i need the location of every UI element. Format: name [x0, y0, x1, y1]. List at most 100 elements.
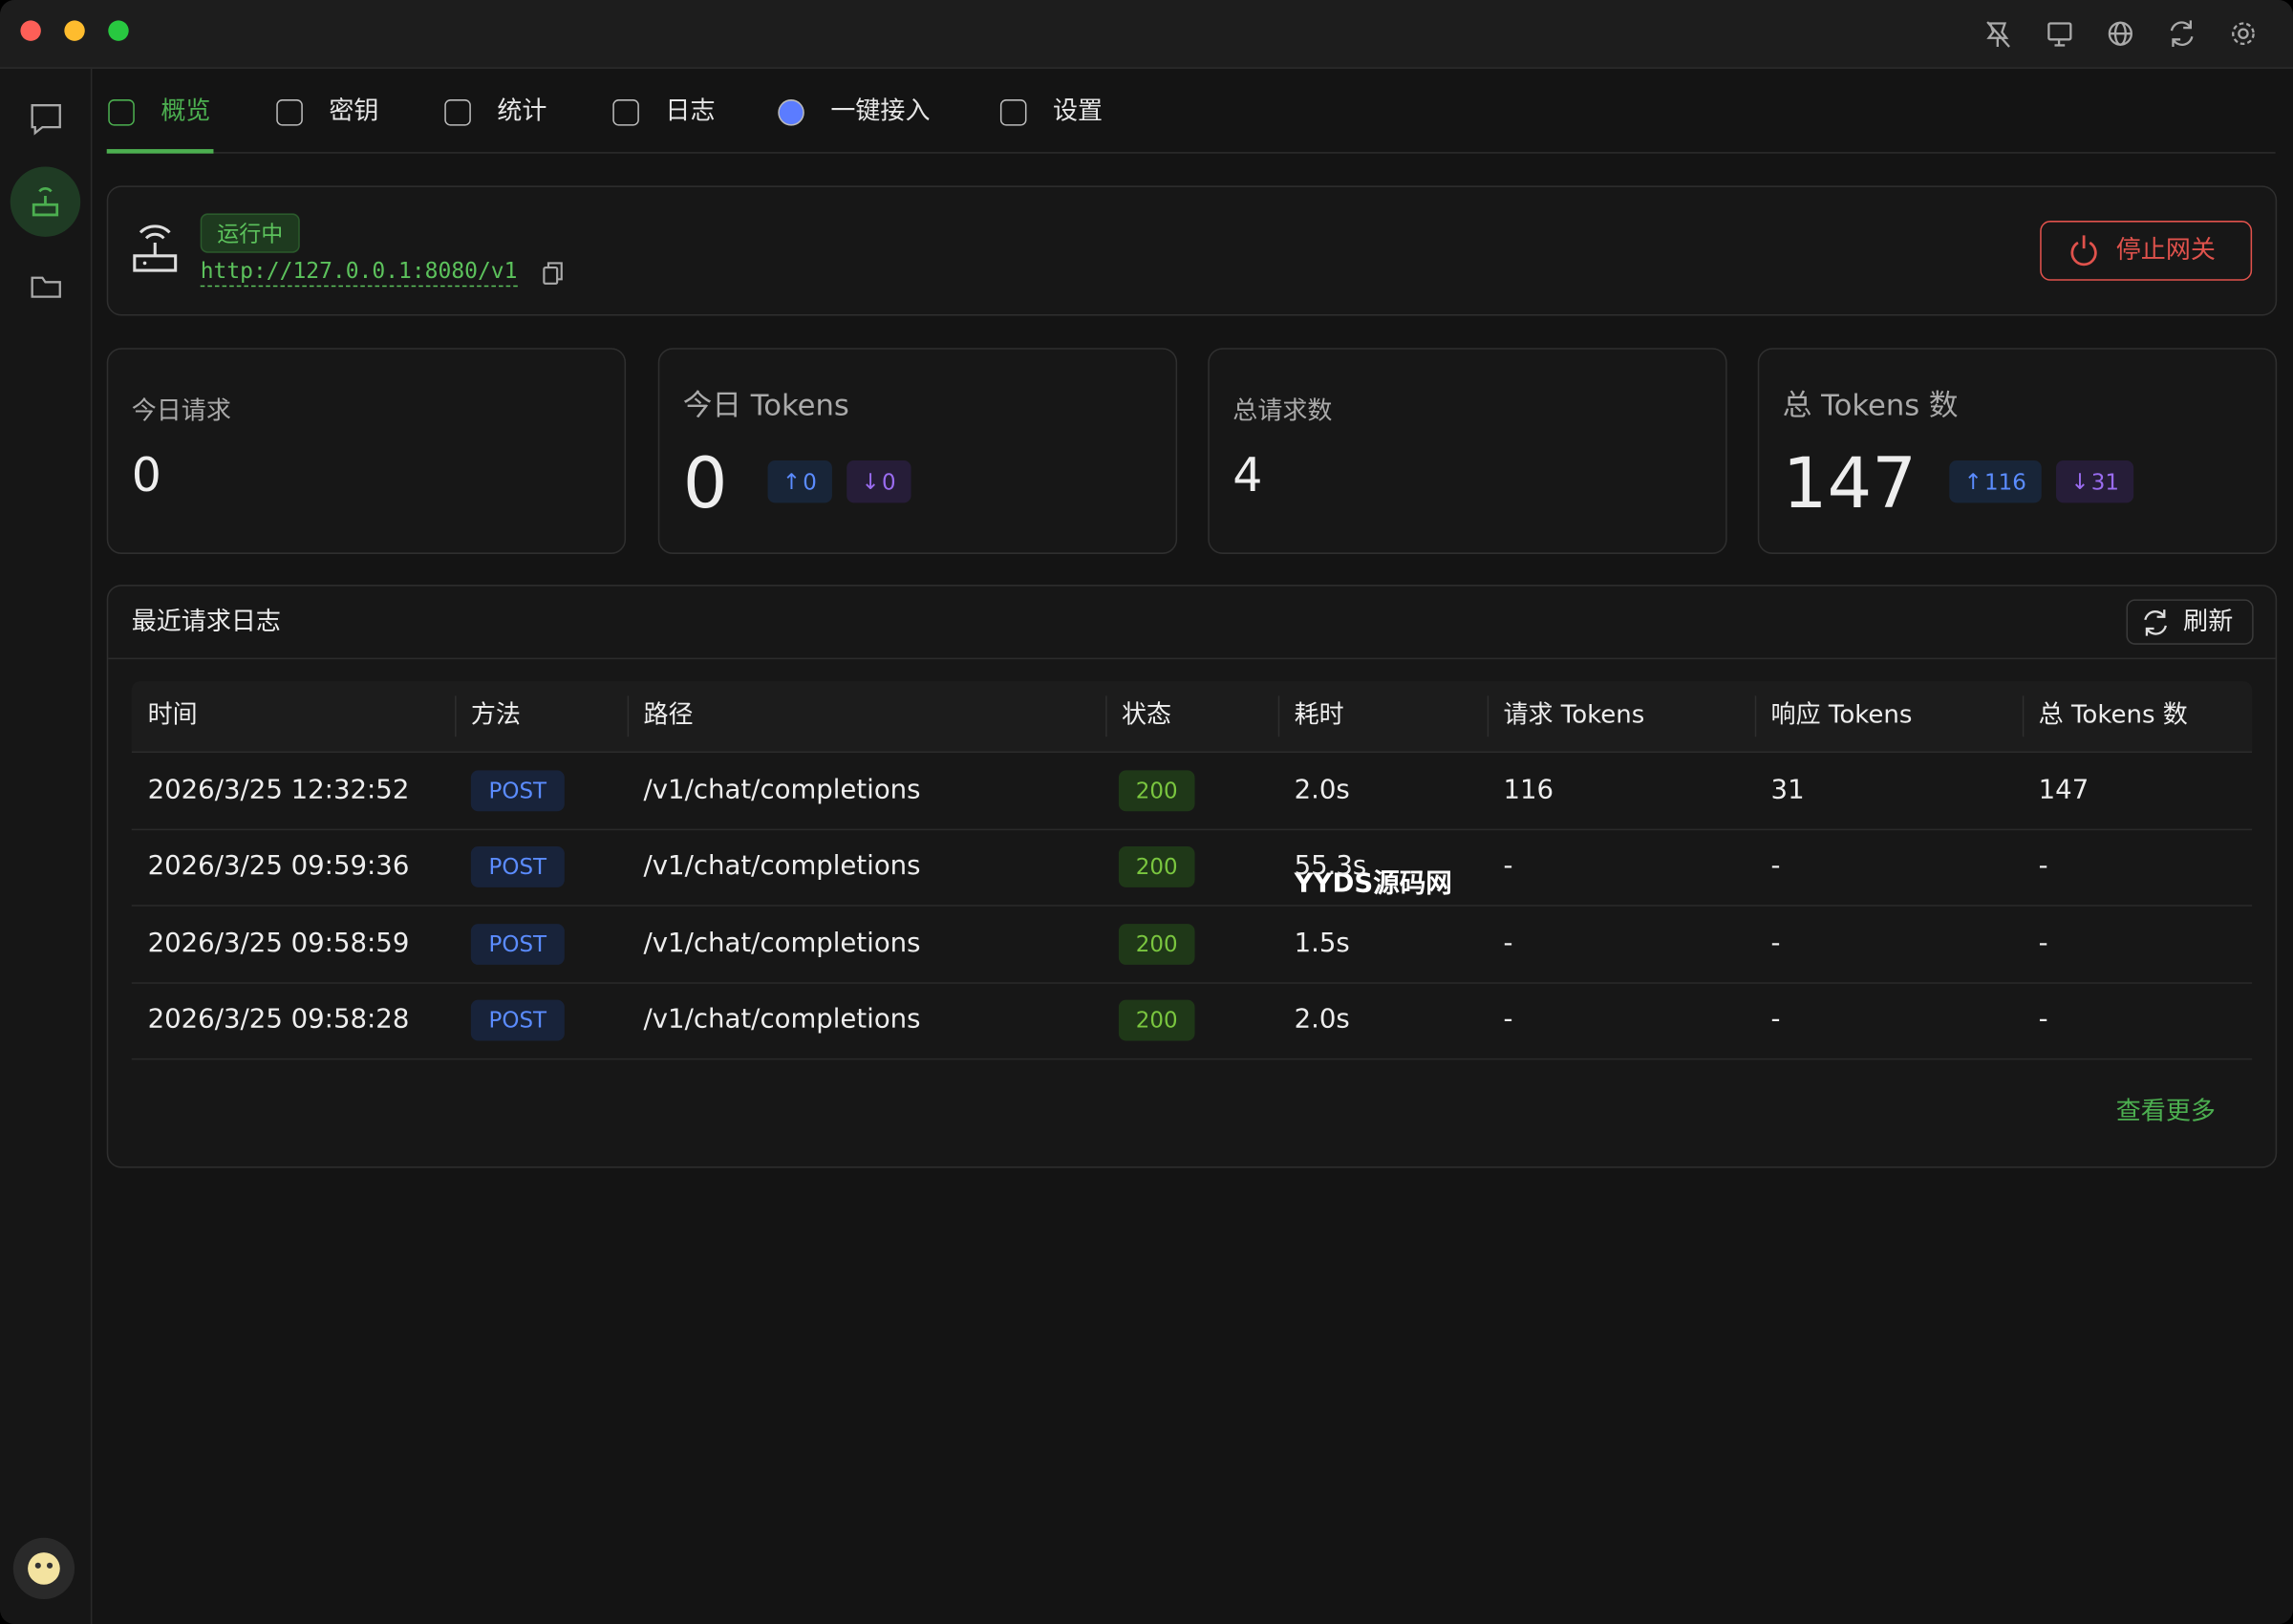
- column-header: 耗时: [1294, 700, 1344, 731]
- log-title: 最近请求日志: [131, 607, 281, 637]
- pin-icon[interactable]: [1986, 21, 2010, 48]
- table-cell: 116: [1503, 775, 1554, 806]
- column-header: 时间: [147, 700, 198, 731]
- table-cell: 55.3s: [1294, 851, 1367, 883]
- tab-icon: [276, 99, 303, 126]
- sidebar: [0, 68, 93, 1624]
- status-tag: 运行中: [200, 213, 300, 253]
- status-code-tag: 200: [1118, 846, 1195, 888]
- tokens-down-badge: 31: [2056, 460, 2134, 503]
- refresh-icon: [2144, 609, 2167, 636]
- stat-label: 总 Tokens 数: [1782, 387, 1959, 423]
- minimize-button[interactable]: [64, 20, 85, 41]
- table-cell: 31: [1770, 775, 1805, 806]
- stat-card: [106, 348, 627, 554]
- settings-icon[interactable]: [2232, 22, 2255, 46]
- column-separator: [1277, 695, 1280, 737]
- column-header: 方法: [470, 700, 521, 731]
- table-cell: -: [2038, 851, 2048, 883]
- stat-card: [1757, 348, 2278, 554]
- arrow-up-icon: ↑: [782, 468, 802, 495]
- table-cell: 2.0s: [1294, 775, 1350, 806]
- arrow-down-icon: ↓: [861, 468, 880, 495]
- table-cell: -: [2038, 928, 2048, 959]
- table-cell: 2026/3/25 09:58:28: [147, 1004, 410, 1036]
- view-more-link[interactable]: 查看更多: [2115, 1097, 2216, 1127]
- sidebar-icons: [10, 104, 81, 1600]
- table-cell: -: [1503, 1004, 1513, 1036]
- column-header: 路径: [643, 700, 694, 731]
- tab-label[interactable]: 概览: [161, 96, 211, 127]
- row-divider: [131, 905, 2253, 908]
- copy-icon[interactable]: [543, 266, 559, 285]
- table-cell: /v1/chat/completions: [643, 928, 921, 959]
- stat-label: 总请求数: [1232, 396, 1333, 427]
- table-cell: 2026/3/25 09:59:36: [147, 851, 410, 883]
- table-cell: 2026/3/25 09:58:59: [147, 928, 410, 959]
- column-header: 总 Tokens 数: [2038, 700, 2188, 731]
- tab-icon: [999, 99, 1027, 126]
- table-cell: -: [2038, 1004, 2048, 1036]
- refresh-label: 刷新: [2183, 607, 2234, 637]
- close-button[interactable]: [20, 20, 41, 41]
- row-divider: [131, 1058, 2253, 1060]
- tab-label[interactable]: 统计: [497, 96, 547, 127]
- tokens-down-badge: 0: [846, 460, 911, 503]
- table-cell: /v1/chat/completions: [643, 775, 921, 806]
- tab-label[interactable]: 日志: [665, 96, 716, 127]
- active-tab-indicator: [106, 149, 214, 154]
- title-bar: [0, 0, 2293, 69]
- method-tag: POST: [470, 999, 565, 1041]
- window-controls: [20, 20, 2255, 48]
- router-icon: [133, 224, 563, 285]
- column-separator: [1754, 695, 1757, 737]
- stat-card: [657, 348, 1178, 554]
- tab-label[interactable]: 密钥: [329, 96, 379, 127]
- column-separator: [1105, 695, 1107, 737]
- stat-label: 今日 Tokens: [682, 387, 849, 423]
- power-icon: [2070, 235, 2097, 267]
- arrow-up-icon: ↑: [1963, 468, 1982, 495]
- refresh-button[interactable]: [2126, 599, 2254, 645]
- status-code-tag: 200: [1118, 770, 1195, 812]
- row-divider: [131, 828, 2253, 831]
- monitor-icon[interactable]: [2047, 22, 2072, 47]
- gateway-url[interactable]: http://127.0.0.1:8080/v1: [200, 260, 518, 288]
- table-cell: /v1/chat/completions: [643, 851, 921, 883]
- stat-value: 4: [1232, 447, 1263, 503]
- arrow-down-icon: ↓: [2070, 468, 2089, 495]
- tab-icon: [108, 99, 135, 126]
- sync-icon[interactable]: [2170, 20, 2194, 47]
- column-header: 请求 Tokens: [1503, 700, 1645, 731]
- maximize-button[interactable]: [108, 20, 129, 41]
- table-cell: /v1/chat/completions: [643, 1004, 921, 1036]
- method-tag: POST: [470, 846, 565, 888]
- tab-label[interactable]: 一键接入: [830, 96, 931, 127]
- column-separator: [2022, 695, 2025, 737]
- stat-value: 0: [131, 447, 161, 503]
- column-separator: [455, 695, 457, 737]
- stat-label: 今日请求: [131, 396, 231, 427]
- tab-label[interactable]: 设置: [1053, 96, 1104, 127]
- log-divider: [108, 657, 2276, 660]
- folder-icon[interactable]: [31, 276, 61, 298]
- column-header: 状态: [1121, 700, 1172, 731]
- tab-icon: [612, 99, 639, 126]
- tab-divider: [106, 152, 2276, 154]
- stop-gateway-label: 停止网关: [2115, 236, 2216, 266]
- table-cell: -: [1770, 928, 1781, 959]
- table-cell: 2026/3/25 12:32:52: [147, 775, 410, 806]
- status-code-tag: 200: [1118, 923, 1195, 965]
- table-cell: -: [1770, 1004, 1781, 1036]
- chat-icon[interactable]: [31, 104, 61, 136]
- tab-icon: [444, 99, 471, 126]
- stop-gateway-button[interactable]: [2040, 221, 2253, 281]
- method-tag: POST: [470, 923, 565, 965]
- table-cell: -: [1503, 851, 1513, 883]
- table-header: [131, 681, 2253, 754]
- globe-icon[interactable]: [2108, 21, 2132, 46]
- table-cell: 147: [2038, 775, 2089, 806]
- gateway-card: [106, 185, 2278, 316]
- stat-value: 147: [1782, 442, 1918, 525]
